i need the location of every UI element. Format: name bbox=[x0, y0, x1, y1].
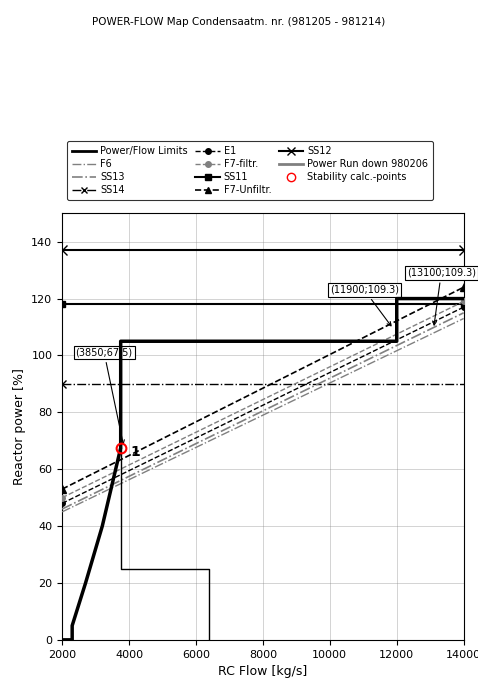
Text: (11900;109.3): (11900;109.3) bbox=[330, 285, 399, 326]
Text: (13100;109.3): (13100;109.3) bbox=[407, 268, 476, 325]
Text: POWER-FLOW Map Condensaatm. nr. (981205 - 981214): POWER-FLOW Map Condensaatm. nr. (981205 … bbox=[92, 17, 386, 28]
Y-axis label: Reactor power [%]: Reactor power [%] bbox=[13, 368, 26, 485]
Legend: Power/Flow Limits, F6, SS13, SS14, E1, F7-filtr., SS11, F7-Unfiltr., SS12, Power: Power/Flow Limits, F6, SS13, SS14, E1, F… bbox=[67, 142, 433, 200]
Text: (3850;67.5): (3850;67.5) bbox=[76, 347, 133, 444]
X-axis label: RC Flow [kg/s]: RC Flow [kg/s] bbox=[218, 665, 307, 678]
Text: 1: 1 bbox=[130, 445, 141, 460]
